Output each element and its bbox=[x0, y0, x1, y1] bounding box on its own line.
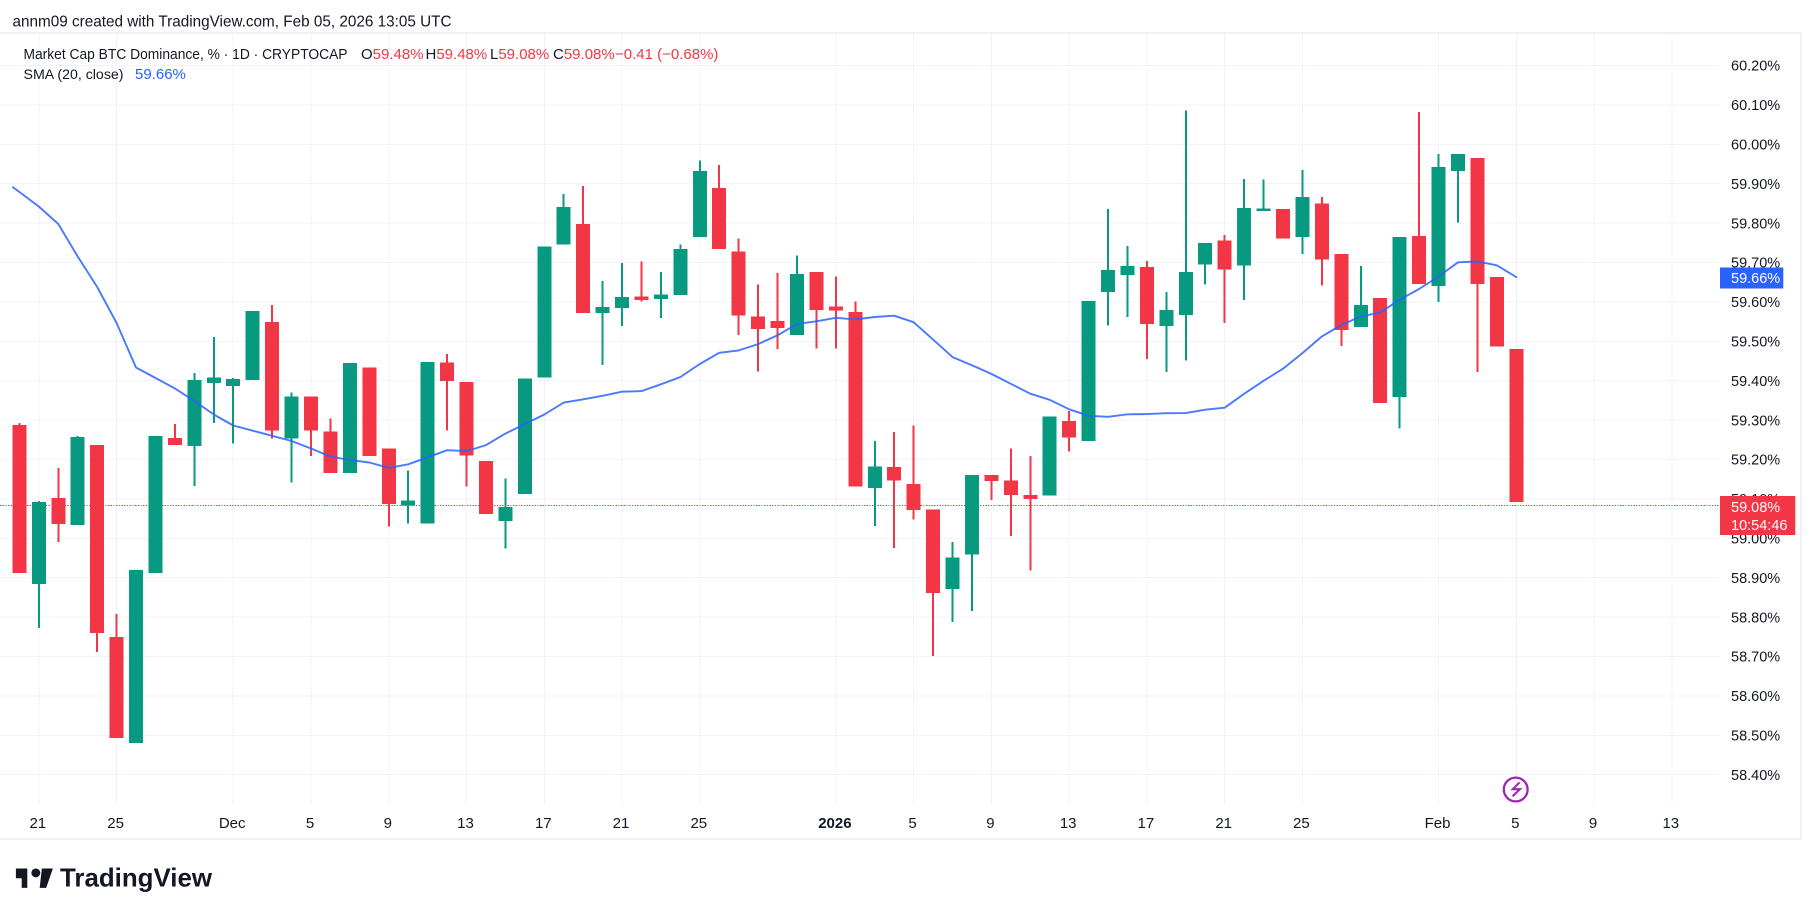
svg-text:5: 5 bbox=[306, 815, 314, 832]
svg-text:59.08%: 59.08% bbox=[1731, 500, 1780, 516]
svg-text:58.90%: 58.90% bbox=[1731, 571, 1780, 587]
svg-text:O59.48%H59.48%L59.08%C59.08%−0: O59.48% H59.48% L59.08% C59.08%−0.41 (−0.68… bbox=[361, 46, 718, 63]
svg-text:TradingView: TradingView bbox=[60, 863, 213, 893]
svg-text:59.90%: 59.90% bbox=[1731, 177, 1780, 193]
svg-text:5: 5 bbox=[1511, 815, 1519, 832]
svg-text:59.40%: 59.40% bbox=[1731, 374, 1780, 390]
svg-text:21: 21 bbox=[1215, 815, 1232, 832]
svg-text:Feb: Feb bbox=[1425, 815, 1451, 832]
svg-text:13: 13 bbox=[457, 815, 474, 832]
svg-text:59.66%: 59.66% bbox=[1731, 271, 1780, 287]
svg-text:60.20%: 60.20% bbox=[1731, 59, 1780, 75]
svg-text:17: 17 bbox=[1138, 815, 1155, 832]
svg-text:60.10%: 60.10% bbox=[1731, 98, 1780, 114]
svg-text:annm09 created with TradingVie: annm09 created with TradingView.com, Feb… bbox=[13, 14, 452, 31]
svg-text:21: 21 bbox=[613, 815, 630, 832]
svg-text:2026: 2026 bbox=[818, 815, 851, 832]
svg-text:SMA (20, close): SMA (20, close) bbox=[24, 67, 124, 83]
svg-text:17: 17 bbox=[535, 815, 552, 832]
svg-text:59.00%: 59.00% bbox=[1731, 532, 1780, 548]
svg-text:5: 5 bbox=[908, 815, 916, 832]
svg-text:Market Cap BTC Dominance, % ·: Market Cap BTC Dominance, % · 1D · CRYPT… bbox=[24, 47, 348, 63]
svg-text:59.50%: 59.50% bbox=[1731, 335, 1780, 351]
svg-text:9: 9 bbox=[1589, 815, 1597, 832]
svg-text:58.60%: 58.60% bbox=[1731, 689, 1780, 705]
svg-text:25: 25 bbox=[107, 815, 124, 832]
svg-text:21: 21 bbox=[29, 815, 46, 832]
svg-text:59.66%: 59.66% bbox=[135, 66, 186, 83]
svg-text:60.00%: 60.00% bbox=[1731, 138, 1780, 154]
svg-text:59.60%: 59.60% bbox=[1731, 295, 1780, 311]
svg-text:Dec: Dec bbox=[219, 815, 246, 832]
svg-text:59.30%: 59.30% bbox=[1731, 413, 1780, 429]
svg-text:58.40%: 58.40% bbox=[1731, 768, 1780, 784]
svg-text:59.20%: 59.20% bbox=[1731, 453, 1780, 469]
svg-text:13: 13 bbox=[1060, 815, 1077, 832]
svg-text:9: 9 bbox=[384, 815, 392, 832]
svg-text:13: 13 bbox=[1662, 815, 1679, 832]
svg-text:58.50%: 58.50% bbox=[1731, 729, 1780, 745]
svg-text:25: 25 bbox=[1293, 815, 1310, 832]
svg-text:58.80%: 58.80% bbox=[1731, 610, 1780, 626]
svg-text:9: 9 bbox=[986, 815, 994, 832]
svg-text:59.80%: 59.80% bbox=[1731, 216, 1780, 232]
svg-text:25: 25 bbox=[690, 815, 707, 832]
svg-text:10:54:46: 10:54:46 bbox=[1731, 518, 1787, 534]
svg-text:58.70%: 58.70% bbox=[1731, 650, 1780, 666]
